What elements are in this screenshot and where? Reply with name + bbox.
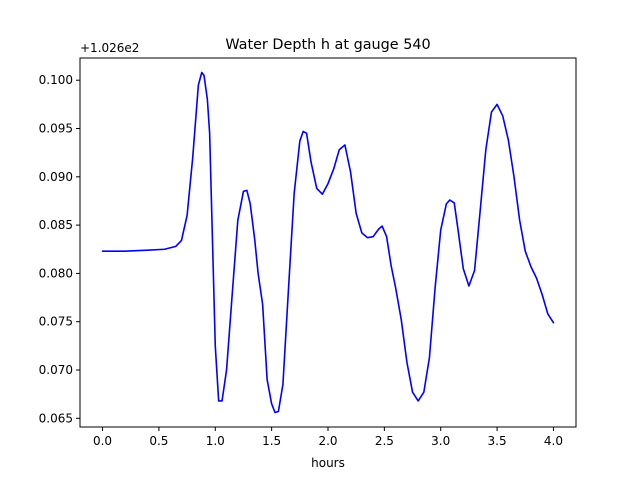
x-tick-label: 3.5 <box>488 434 507 448</box>
y-tick-label: 0.065 <box>39 411 73 425</box>
y-tick-label: 0.070 <box>39 363 73 377</box>
series-line-1 <box>101 71 555 414</box>
plot-frame <box>79 57 577 428</box>
x-tick-label: 0.0 <box>93 434 112 448</box>
y-axis: 0.065 0.070 0.075 0.080 0.085 0.090 0.095 0.100 <box>39 73 80 425</box>
y-tick-label: 0.085 <box>39 218 73 232</box>
y-offset-label: +1.026e2 <box>80 41 139 55</box>
x-tick-label: 3.0 <box>431 434 450 448</box>
y-tick-label: 0.080 <box>39 266 73 280</box>
plot-area <box>101 71 555 414</box>
x-tick-label: 2.5 <box>375 434 394 448</box>
chart-title: Water Depth h at gauge 540 <box>225 37 430 53</box>
x-tick-label: 2.0 <box>318 434 337 448</box>
x-tick-label: 1.5 <box>262 434 281 448</box>
y-tick-label: 0.095 <box>39 122 73 136</box>
y-tick-label: 0.075 <box>39 315 73 329</box>
y-tick-label: 0.100 <box>39 73 73 87</box>
x-axis: 0.0 0.5 1.0 1.5 2.0 2.5 3.0 3.5 4.0 <box>93 427 563 448</box>
x-axis-label: hours <box>311 456 345 470</box>
x-tick-label: 0.5 <box>149 434 168 448</box>
x-tick-label: 4.0 <box>544 434 563 448</box>
x-tick-label: 1.0 <box>206 434 225 448</box>
y-tick-label: 0.090 <box>39 170 73 184</box>
